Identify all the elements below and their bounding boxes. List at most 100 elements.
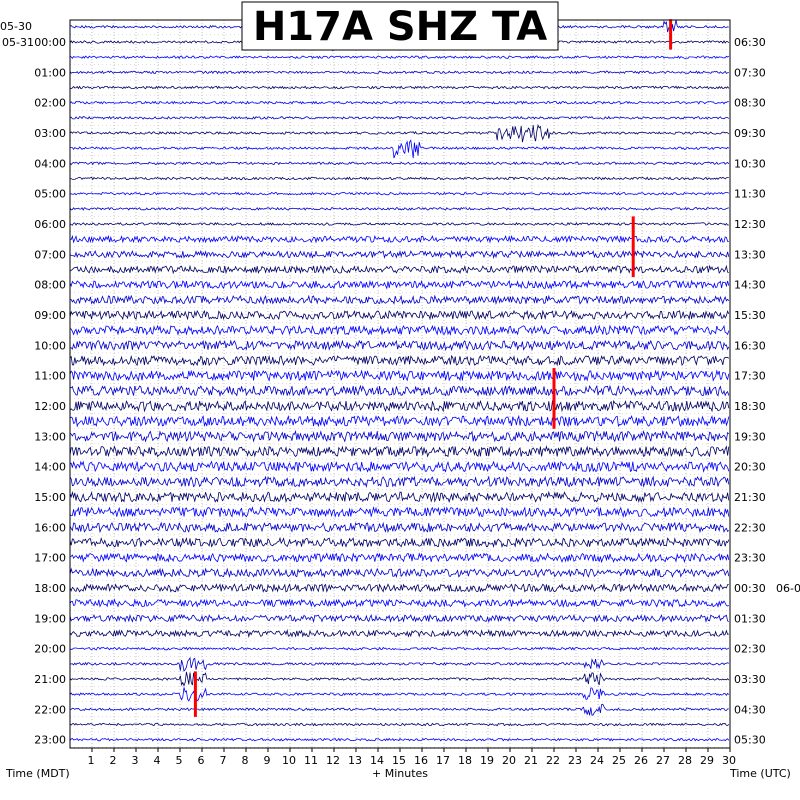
- left-time-label: 18:00: [34, 582, 66, 595]
- right-axis-label: Time (UTC): [729, 767, 791, 780]
- left-time-label: 09:00: [34, 309, 66, 322]
- trace-row: [69, 264, 729, 275]
- x-tick-label: 18: [458, 754, 472, 767]
- trace-row: [69, 552, 730, 564]
- trace-row: [69, 460, 730, 473]
- right-date-label: 06-0: [776, 582, 800, 595]
- trace-row: [69, 221, 729, 226]
- x-tick-label: 19: [480, 754, 494, 767]
- trace-row: [69, 161, 730, 166]
- x-tick-label: 20: [502, 754, 516, 767]
- trace-row: [69, 279, 730, 290]
- right-time-label: 22:30: [734, 521, 766, 534]
- trace-row: [69, 414, 730, 428]
- right-time-label: 04:30: [734, 703, 766, 716]
- right-time-label: 10:30: [734, 157, 766, 170]
- right-time-label: 14:30: [734, 279, 766, 292]
- left-time-label: 23:00: [34, 734, 66, 747]
- trace-row: [69, 703, 729, 716]
- right-time-label: 11:30: [734, 188, 766, 201]
- x-tick-label: 25: [612, 754, 626, 767]
- x-tick-label: 11: [304, 754, 318, 767]
- trace-row: [69, 429, 730, 443]
- left-time-label: 03:00: [34, 127, 66, 140]
- trace-row: [69, 339, 730, 352]
- left-time-label: 06:00: [34, 218, 66, 231]
- left-time-label: 02:00: [34, 97, 66, 110]
- left-time-label: 19:00: [34, 612, 66, 625]
- trace-row: [69, 490, 730, 504]
- left-date-label: 05-31: [2, 36, 34, 49]
- x-tick-label: 3: [132, 754, 139, 767]
- right-time-label: 01:30: [734, 612, 766, 625]
- x-tick-label: 23: [568, 754, 582, 767]
- x-tick-label: 1: [88, 754, 95, 767]
- trace-row: [69, 234, 729, 244]
- trace-row: [69, 671, 730, 687]
- x-tick-label: 21: [524, 754, 538, 767]
- right-time-label: 09:30: [734, 127, 766, 140]
- left-time-label: 10:00: [34, 339, 66, 352]
- right-time-label: 17:30: [734, 370, 766, 383]
- trace-row: [69, 115, 730, 120]
- trace-row: [69, 598, 730, 609]
- left-time-label: 20:00: [34, 643, 66, 656]
- left-time-label: 22:00: [34, 703, 66, 716]
- trace-row: [69, 475, 730, 488]
- x-tick-label: 4: [154, 754, 161, 767]
- right-time-label: 02:30: [734, 643, 766, 656]
- x-tick-label: 15: [392, 754, 406, 767]
- trace-row: [69, 249, 730, 260]
- trace-row: [69, 613, 729, 624]
- trace-row: [69, 628, 729, 638]
- right-time-label: 07:30: [734, 66, 766, 79]
- x-tick-label: 6: [198, 754, 205, 767]
- right-time-labels: 06:30 07:30 08:30 09:30 10:30 11:30 12:30 13:30…: [734, 36, 800, 747]
- trace-row: [69, 294, 730, 305]
- x-tick-label: 8: [242, 754, 249, 767]
- x-tick-label: 9: [264, 754, 271, 767]
- trace-row: [69, 399, 730, 413]
- trace-row: [69, 85, 730, 90]
- trace-row: [69, 687, 730, 702]
- right-time-label: 23:30: [734, 552, 766, 565]
- x-tick-label: 24: [590, 754, 604, 767]
- trace-row: [69, 191, 729, 196]
- left-time-label: 13:00: [34, 430, 66, 443]
- right-time-label: 18:30: [734, 400, 766, 413]
- trace-row: [69, 384, 730, 398]
- trace-row: [69, 369, 730, 382]
- x-tick-label: 7: [220, 754, 227, 767]
- left-time-label: 15:00: [34, 491, 66, 504]
- x-tick-label: 17: [436, 754, 450, 767]
- trace-row: [69, 206, 729, 211]
- x-tick-label: 16: [414, 754, 428, 767]
- trace-row: [69, 324, 730, 336]
- x-tick-label: 2: [110, 754, 117, 767]
- x-tick-label: 5: [176, 754, 183, 767]
- left-time-label: 11:00: [34, 370, 66, 383]
- event-markers: [193, 19, 673, 717]
- trace-row: [69, 176, 729, 181]
- trace-row: [69, 737, 730, 742]
- left-time-labels: 00:00 01:00 02:00 03:00 04:00 05:00 06:00 07:00…: [0, 20, 66, 747]
- x-tick-label: 30: [722, 754, 736, 767]
- x-tick-label: 10: [282, 754, 296, 767]
- right-time-label: 15:30: [734, 309, 766, 322]
- left-time-label: 16:00: [34, 521, 66, 534]
- trace-row: [69, 55, 730, 60]
- left-time-label: 17:00: [34, 552, 66, 565]
- x-tick-label: 14: [370, 754, 384, 767]
- right-time-label: 21:30: [734, 491, 766, 504]
- trace-row: [69, 124, 730, 143]
- left-time-label: 07:00: [34, 248, 66, 261]
- right-time-label: 03:30: [734, 673, 766, 686]
- x-tick-label: 12: [326, 754, 340, 767]
- right-time-label: 05:30: [734, 734, 766, 747]
- chart-title: H17A SHZ TA: [253, 4, 547, 50]
- right-time-label: 08:30: [734, 97, 766, 110]
- trace-row: [69, 70, 729, 75]
- x-tick-label: 29: [700, 754, 714, 767]
- left-time-label: 14:00: [34, 461, 66, 474]
